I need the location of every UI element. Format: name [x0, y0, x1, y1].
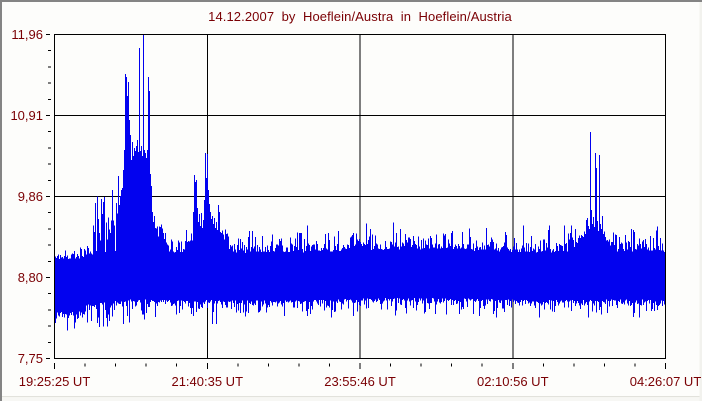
svg-text:9,86: 9,86 — [18, 189, 43, 204]
svg-text:02:10:56 UT: 02:10:56 UT — [477, 374, 549, 389]
svg-text:14.12.2007 by Hoeflein/Austr: 14.12.2007 by Hoeflein/Austra in Hoeflei… — [208, 9, 512, 24]
svg-text:10,91: 10,91 — [10, 108, 43, 123]
svg-text:7,75: 7,75 — [18, 351, 43, 366]
svg-text:04:26:07 UT: 04:26:07 UT — [630, 374, 702, 389]
svg-text:23:55:46 UT: 23:55:46 UT — [324, 374, 396, 389]
svg-text:8,80: 8,80 — [18, 270, 43, 285]
svg-text:19:25:25 UT: 19:25:25 UT — [19, 374, 91, 389]
svg-text:21:40:35 UT: 21:40:35 UT — [171, 374, 243, 389]
svg-text:11,96: 11,96 — [11, 27, 43, 42]
